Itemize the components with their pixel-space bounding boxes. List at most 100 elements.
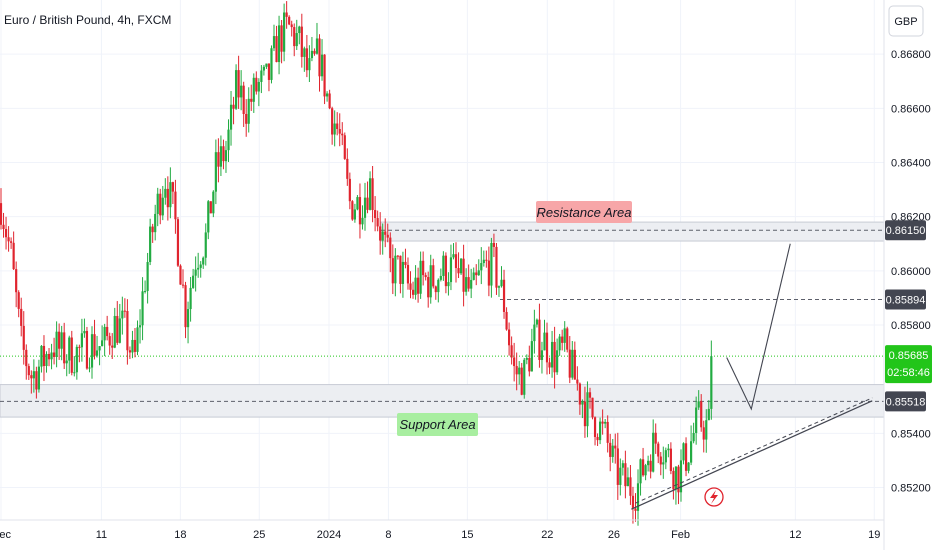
candle-down — [288, 16, 291, 25]
candle-up — [303, 48, 306, 57]
candle-down — [576, 379, 579, 384]
candle-down — [677, 466, 680, 493]
candle-up — [639, 459, 642, 484]
candle-up — [621, 463, 624, 468]
candle-up — [500, 279, 503, 287]
candle-down — [389, 237, 392, 259]
candle-up — [212, 191, 215, 214]
candle-up — [667, 448, 670, 451]
candle-up — [40, 345, 43, 367]
candle-up — [136, 327, 139, 352]
candle-down — [255, 77, 258, 92]
candle-up — [143, 290, 147, 292]
candle-down — [209, 201, 212, 214]
trendline[interactable] — [631, 400, 873, 510]
candle-down — [176, 219, 180, 266]
candle-down — [328, 93, 331, 109]
candle-down — [371, 178, 374, 210]
resistance-label: Resistance Area — [537, 205, 632, 220]
candle-down — [416, 277, 420, 294]
candle-down — [290, 24, 293, 28]
candle-down — [634, 508, 637, 511]
candle-up — [45, 353, 48, 367]
candle-down — [409, 283, 412, 290]
candle-up — [272, 36, 276, 49]
candle-down — [376, 218, 379, 227]
candle-up — [131, 339, 134, 353]
candle-up — [197, 267, 200, 270]
candle-down — [396, 255, 399, 257]
candle-down — [462, 258, 465, 292]
candle-down — [596, 436, 599, 441]
candle-up — [234, 70, 238, 109]
candle-down — [366, 197, 369, 210]
trendline-dashed[interactable] — [635, 397, 873, 504]
candle-up — [224, 150, 228, 162]
candle-up — [295, 33, 298, 47]
y-tick-label: 0.86400 — [891, 158, 931, 170]
projection-path[interactable] — [726, 243, 791, 411]
candle-up — [308, 58, 311, 71]
candle-down — [22, 325, 25, 350]
y-tick-label: 0.85800 — [891, 320, 931, 332]
x-tick-label: 18 — [174, 529, 186, 541]
candle-up — [652, 432, 655, 472]
candle-up — [707, 408, 710, 421]
candle-up — [543, 332, 546, 351]
annotations: Resistance Area Support Area — [397, 201, 632, 436]
candle-up — [37, 366, 41, 390]
candle-down — [384, 231, 387, 235]
candle-up — [604, 421, 607, 424]
candle-up — [247, 98, 250, 124]
candle-down — [583, 401, 587, 427]
candle-up — [482, 259, 485, 264]
candle-down — [305, 48, 308, 71]
drawings[interactable] — [631, 243, 873, 510]
candle-up — [298, 26, 301, 34]
candle-up — [626, 477, 630, 487]
candle-up — [113, 315, 116, 348]
resistance-zone — [380, 221, 885, 242]
candle-down — [566, 328, 569, 350]
price-axis[interactable]: GBP — [883, 0, 924, 550]
candle-down — [601, 421, 604, 424]
x-tick-label: 12 — [789, 529, 801, 541]
candle-down — [487, 260, 490, 286]
candle-up — [240, 85, 243, 98]
candle-up — [563, 328, 566, 343]
candle-down — [52, 352, 56, 357]
candle-up — [394, 255, 397, 284]
candle-down — [267, 63, 271, 80]
candle-up — [189, 287, 192, 310]
candle-up — [611, 445, 614, 457]
x-tick-labels: Dec 11 18 25 2024 8 15 22 26 Feb 12 19 — [0, 529, 880, 541]
x-tick-label: 19 — [868, 529, 880, 541]
candle-up — [80, 333, 83, 348]
candle-down — [108, 336, 111, 346]
candle-up — [154, 213, 157, 233]
candle-up — [315, 38, 319, 54]
candle-up — [525, 357, 528, 360]
candle-down — [434, 286, 437, 293]
candle-down — [467, 277, 470, 289]
candle-down — [336, 123, 339, 130]
candle-down — [343, 135, 346, 159]
candle-down — [128, 350, 132, 353]
candle-up — [497, 286, 501, 288]
candle-down — [318, 38, 321, 77]
candle-down — [4, 229, 8, 238]
candle-up — [270, 48, 273, 80]
candle-down — [179, 265, 182, 285]
candle-down — [513, 357, 516, 367]
support-label: Support Area — [399, 417, 475, 432]
candle-down — [184, 285, 187, 328]
candle-up — [581, 401, 584, 405]
candle-up — [118, 318, 121, 343]
candles[interactable] — [0, 1, 713, 526]
lightning-icon[interactable] — [704, 487, 724, 507]
candle-down — [123, 310, 126, 312]
candle-down — [27, 366, 30, 376]
candle-up — [414, 277, 417, 295]
candle-up — [83, 330, 86, 334]
